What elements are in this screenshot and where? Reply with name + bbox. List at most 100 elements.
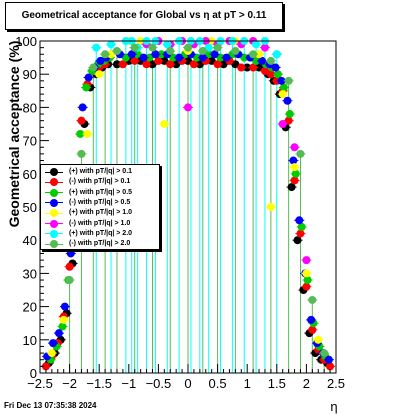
data-point	[175, 53, 184, 62]
data-point	[213, 60, 222, 69]
y-tick-label: 30	[23, 266, 37, 281]
data-point	[291, 169, 300, 178]
data-point	[252, 40, 261, 49]
x-tick-label: −2.5	[27, 376, 53, 391]
y-tick-label: 10	[23, 333, 37, 348]
legend-marker-icon	[50, 219, 58, 228]
data-point	[112, 46, 121, 55]
data-point	[284, 76, 293, 85]
data-point	[216, 53, 225, 62]
data-point	[76, 129, 85, 138]
data-point	[65, 276, 74, 285]
y-tick-label: 70	[23, 134, 37, 149]
data-point	[112, 60, 121, 69]
data-point	[290, 176, 299, 185]
data-point	[295, 216, 304, 225]
data-point	[130, 56, 139, 65]
data-point	[277, 76, 286, 85]
data-point	[121, 53, 130, 62]
y-tick-label: 90	[23, 67, 37, 82]
legend-label: (-) with pT/|q| > 0.1	[69, 178, 131, 186]
x-tick-label: 0.5	[209, 376, 227, 391]
data-point	[302, 269, 311, 278]
data-point	[302, 256, 311, 265]
title-box: Geometrical acceptance for Global vs η a…	[5, 2, 283, 30]
legend-label: (-) with pT/|q| > 2.0	[69, 240, 131, 248]
x-tick-label: −0.5	[146, 376, 172, 391]
x-tick-label: 0	[184, 376, 191, 391]
data-point	[160, 120, 169, 128]
legend-item: (-) with pT/|q| > 0.5	[41, 198, 159, 208]
x-tick-label: −1	[121, 376, 136, 391]
data-point	[271, 63, 280, 72]
data-point	[163, 40, 172, 49]
x-axis-label: η	[330, 399, 337, 414]
data-point	[145, 53, 154, 62]
data-point	[285, 110, 294, 119]
data-point	[92, 43, 101, 52]
legend-item: (+) with pT/|q| > 2.0	[41, 229, 159, 239]
data-point	[172, 60, 181, 69]
data-point	[302, 282, 311, 291]
data-point	[142, 60, 151, 69]
data-point	[290, 143, 299, 152]
data-point	[169, 53, 178, 62]
data-point	[273, 70, 282, 79]
data-point	[148, 43, 157, 52]
chart-title: Geometrical acceptance for Global vs η a…	[21, 10, 267, 21]
data-point	[204, 50, 213, 59]
legend-label: (+) with pT/|q| > 1.0	[69, 209, 133, 217]
data-point	[249, 50, 258, 59]
legend-marker-icon	[50, 240, 58, 249]
data-point	[157, 50, 166, 59]
legend-marker-icon	[50, 198, 58, 207]
legend: (+) with pT/|q| > 0.1 (-) with pT/|q| > 0…	[40, 164, 160, 250]
data-point	[249, 63, 258, 72]
y-axis-label: Geometrical acceptance (%)	[6, 41, 22, 228]
data-point	[96, 56, 105, 65]
legend-label: (-) with pT/|q| > 1.0	[69, 219, 131, 227]
data-point	[77, 149, 86, 158]
legend-item: (-) with pT/|q| > 0.1	[41, 177, 159, 187]
data-point	[260, 43, 269, 52]
legend-marker-icon	[50, 188, 58, 197]
data-point	[284, 116, 293, 125]
data-point	[184, 56, 192, 65]
data-point	[279, 83, 288, 92]
data-point	[260, 66, 269, 75]
data-point	[78, 103, 87, 112]
data-point	[287, 183, 296, 192]
x-tick-label: −1.5	[86, 376, 112, 391]
data-point	[58, 322, 67, 331]
data-point	[195, 60, 204, 69]
data-point	[54, 329, 63, 338]
data-point	[84, 73, 93, 82]
data-point	[107, 50, 116, 59]
data-point	[283, 96, 292, 105]
legend-item: (-) with pT/|q| > 2.0	[41, 239, 159, 249]
legend-marker-icon	[50, 178, 58, 187]
data-point	[65, 262, 74, 271]
data-point	[160, 56, 169, 65]
data-point	[255, 63, 264, 72]
data-point	[189, 60, 198, 69]
y-tick-label: 0	[30, 366, 37, 381]
timestamp: Fri Dec 13 07:35:38 2024	[4, 401, 97, 410]
y-tick-label: 20	[23, 300, 37, 315]
data-point	[272, 50, 281, 59]
data-point	[207, 56, 216, 65]
data-point	[303, 276, 312, 285]
data-point	[266, 56, 275, 65]
data-point	[213, 43, 222, 52]
data-point	[293, 236, 302, 245]
data-point	[148, 60, 157, 69]
data-point	[278, 120, 287, 128]
data-point	[118, 60, 127, 69]
data-point	[243, 63, 252, 72]
x-axis: −2.5 −2 −1.5 −1 −0.5 0 0.5 1 1.5 2 2.5	[27, 364, 345, 391]
legend-marker-icon	[50, 229, 58, 238]
y-tick-label: 40	[23, 233, 37, 248]
data-point	[258, 56, 266, 65]
legend-marker-icon	[50, 168, 58, 176]
data-point	[278, 90, 287, 99]
